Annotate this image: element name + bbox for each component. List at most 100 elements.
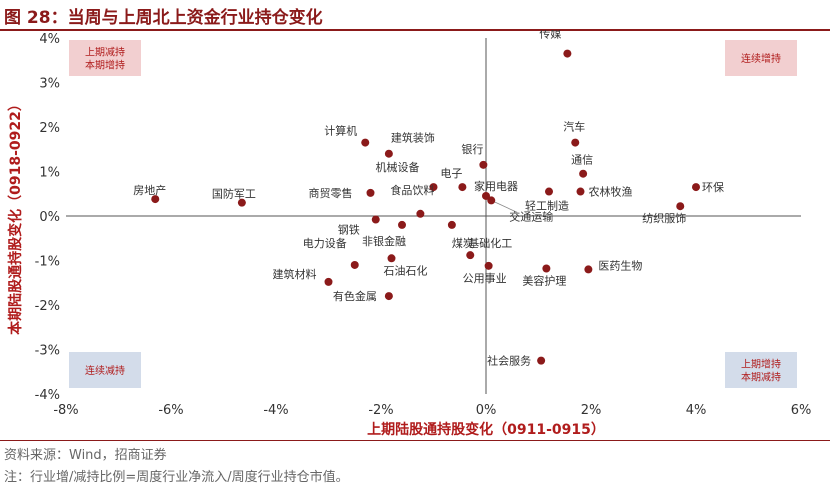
point-marker (484, 261, 493, 270)
quadrant-label: 连续减持 (85, 364, 125, 377)
title-bar: 图 28：当周与上周北上资金行业持仓变化 (0, 0, 830, 31)
footnote: 注：行业增/减持比例=周度行业净流入/周度行业持仓市值。 (4, 470, 349, 485)
axes (66, 38, 801, 394)
point-label: 环保 (702, 180, 724, 194)
point-marker (479, 160, 488, 169)
quadrant-box-top-left (69, 40, 141, 76)
point-label: 食品饮料 (390, 183, 434, 197)
y-tick-label: 4% (39, 32, 60, 47)
point-marker (576, 187, 585, 196)
point-marker (350, 260, 359, 269)
point-marker (447, 220, 456, 229)
y-axis-label: 本期陆股通持股变化（0918-0922） (7, 97, 24, 335)
quadrant-label: 上期减持 (85, 46, 125, 59)
point-label: 计算机 (324, 124, 357, 138)
point-label: 有色金属 (333, 289, 377, 303)
point-label: 社会服务 (487, 354, 531, 368)
x-tick-label: -4% (263, 403, 288, 418)
point-label: 医药生物 (598, 258, 642, 272)
x-tick-label: 0% (476, 403, 497, 418)
point-marker (384, 292, 393, 301)
y-tick-label: -2% (35, 299, 60, 314)
point-marker (366, 188, 375, 197)
point-label: 建筑材料 (273, 267, 317, 281)
point-label: 煤炭 (452, 237, 474, 250)
y-tick-label: 3% (39, 77, 60, 92)
x-tick-label: 2% (581, 403, 602, 418)
point-marker (416, 209, 425, 218)
point-label: 汽车 (563, 120, 585, 134)
point-marker (584, 265, 593, 274)
point-label: 电子 (440, 167, 462, 180)
point-label: 国防军工 (212, 187, 256, 201)
y-tick-label: -3% (35, 344, 60, 359)
point-marker (361, 138, 370, 147)
x-tick-label: -6% (158, 403, 183, 418)
x-tick-label: 6% (791, 403, 812, 418)
quadrant-label: 本期减持 (741, 371, 781, 384)
point-label: 机械设备 (376, 160, 420, 174)
y-tick-label: 1% (39, 166, 60, 181)
point-marker (237, 198, 246, 207)
point-marker (387, 254, 396, 263)
point-label: 农林牧渔 (589, 185, 633, 199)
point-label: 商贸零售 (309, 186, 353, 200)
point-marker (676, 202, 685, 211)
point-marker (458, 183, 467, 192)
point-marker (429, 183, 438, 192)
x-axis-label: 上期陆股通持股变化（0911-0915） (367, 421, 605, 438)
source-note: 资料来源：Wind，招商证券 (4, 448, 167, 463)
point-marker (371, 215, 380, 224)
point-label: 美容护理 (522, 274, 566, 288)
point-label: 轻工制造 (525, 199, 569, 213)
point-label: 建筑装饰 (391, 131, 435, 145)
point-label: 传媒 (539, 30, 561, 41)
point-marker (545, 187, 553, 196)
point-label: 房地产 (133, 183, 166, 197)
point-marker (324, 277, 333, 286)
quadrant-label: 连续增持 (741, 52, 781, 65)
point-marker (537, 356, 546, 365)
point-marker (384, 149, 393, 158)
point-label: 基础化工 (468, 236, 512, 250)
quadrant-label: 本期增持 (85, 59, 125, 72)
y-tick-label: 2% (39, 121, 60, 136)
point-marker (151, 195, 160, 204)
x-tick-label: -2% (368, 403, 393, 418)
point-marker (482, 191, 490, 200)
quadrant-box-top-right (725, 40, 797, 76)
x-tick-label: -8% (53, 403, 78, 418)
point-marker (579, 169, 588, 178)
point-marker (563, 49, 572, 58)
point-marker (692, 183, 700, 192)
point-marker (571, 138, 580, 147)
point-label: 家用电器 (474, 179, 518, 193)
chart-title: 图 28：当周与上周北上资金行业持仓变化 (4, 8, 323, 28)
y-tick-label: 0% (39, 210, 60, 225)
point-marker (466, 251, 475, 260)
point-marker (487, 196, 496, 205)
point-label: 电力设备 (303, 236, 347, 250)
quadrant-box-bottom-left (69, 352, 141, 388)
point-label: 非银金融 (362, 234, 406, 248)
quadrant-label: 上期增持 (741, 358, 781, 371)
point-label: 钢铁 (338, 224, 360, 237)
point-label: 交通运输 (509, 209, 553, 223)
y-tick-label: -4% (35, 388, 60, 403)
point-label: 纺织服饰 (642, 211, 686, 225)
point-marker (398, 220, 406, 229)
point-label: 银行 (461, 142, 483, 156)
title-underline (0, 29, 830, 31)
x-tick-label: 4% (686, 403, 707, 418)
point-label: 石油石化 (384, 263, 428, 277)
point-label: 通信 (571, 154, 593, 167)
footer-divider (0, 440, 830, 441)
quadrant-box-bottom-right (725, 352, 797, 388)
point-marker (542, 264, 551, 273)
tick-labels: -8% -6% -4% -2% 0% 2% 4% 6% 4% 3% 2% 1% 0% -1% -2% -3% -… (35, 32, 812, 418)
y-tick-label: -1% (35, 255, 60, 270)
point-label: 公用事业 (463, 272, 507, 285)
